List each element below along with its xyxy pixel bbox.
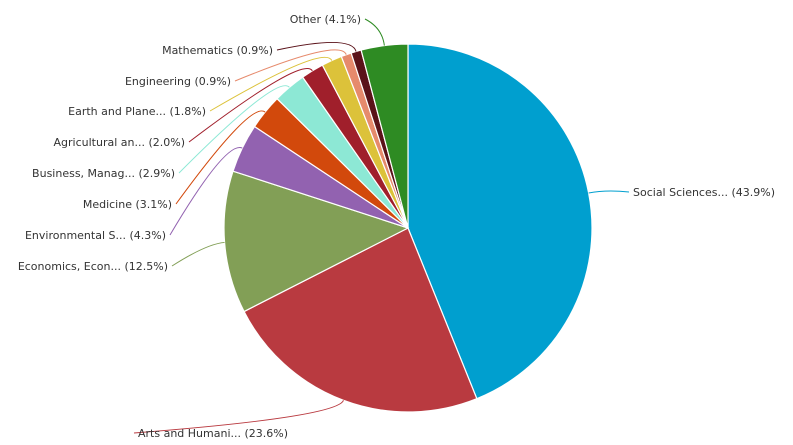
pie-slice-economics-econ[interactable] [223, 170, 410, 313]
connector-earth-and-plane [209, 56, 333, 112]
pie-slice-arts-and-humani[interactable] [243, 227, 478, 413]
slice-label-arts-and-humani: Arts and Humani... (23.6%) [138, 427, 288, 440]
connector-agricultural-an [188, 67, 313, 143]
slice-label-other: Other (4.1%) [290, 13, 361, 26]
slice-label-environmental-s: Environmental S... (4.3%) [25, 229, 166, 242]
slice-label-mathematics: Mathematics (0.9%) [162, 44, 273, 57]
pie-slice-social-sciences[interactable] [407, 43, 593, 400]
slice-label-earth-and-plane: Earth and Plane... (1.8%) [68, 105, 206, 118]
connector-social-sciences [588, 190, 630, 194]
connector-arts-and-humani [133, 400, 344, 434]
slice-labels: Social Sciences... (43.9%) Arts and Human… [18, 13, 775, 440]
connector-environmental-s [169, 147, 243, 236]
slice-label-engineering: Engineering (0.9%) [125, 75, 231, 88]
connector-business-manag [178, 85, 290, 174]
pie-slice-other[interactable] [360, 43, 409, 229]
slice-label-business-manag: Business, Manag... (2.9%) [32, 167, 175, 180]
pie-slices [223, 43, 593, 413]
slice-label-medicine: Medicine (3.1%) [83, 198, 172, 211]
connector-medicine [175, 110, 266, 205]
label-connectors [133, 18, 630, 434]
slice-label-economics-econ: Economics, Econ... (12.5%) [18, 260, 168, 273]
connector-mathematics [276, 41, 357, 52]
connector-other [364, 18, 385, 46]
connector-engineering [234, 49, 347, 82]
connector-economics-econ [171, 241, 225, 267]
slice-label-social-sciences: Social Sciences... (43.9%) [633, 186, 775, 199]
slice-label-agricultural-an: Agricultural an... (2.0%) [54, 136, 186, 149]
